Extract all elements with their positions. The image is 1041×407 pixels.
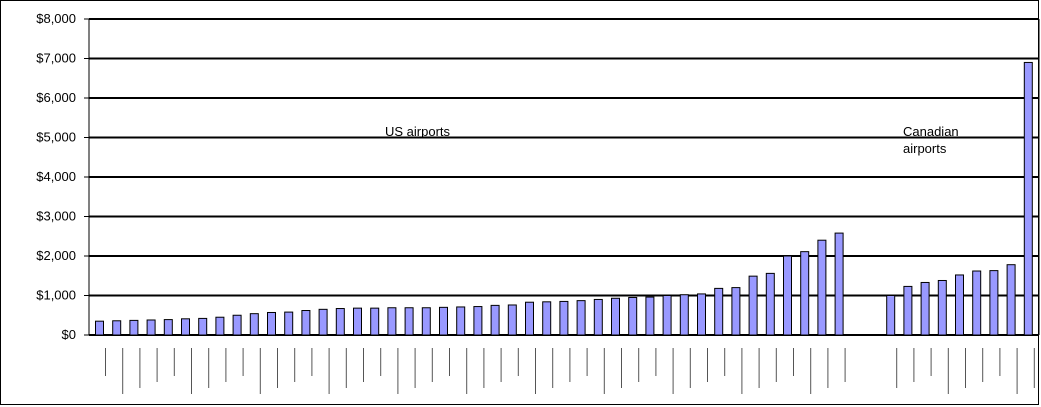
bar-us-airport: [215, 316, 225, 336]
bar-us-airport: [731, 287, 741, 336]
bar-canadian-airport: [937, 279, 947, 336]
y-tick-label: $6,000: [36, 90, 76, 105]
bar-canadian-airport: [955, 274, 964, 336]
bar-us-airport: [404, 307, 414, 336]
bar-us-airport: [817, 239, 827, 336]
bar-us-airport: [353, 307, 362, 336]
bar-us-airport: [765, 272, 775, 336]
bar-us-airport: [387, 307, 397, 336]
y-tick-label: $5,000: [36, 130, 76, 145]
bar-us-airport: [507, 304, 517, 336]
y-tick-label: $2,000: [36, 248, 76, 263]
bar-us-airport: [284, 311, 294, 336]
bar-canadian-airport: [1006, 264, 1016, 336]
bar-us-airport: [318, 308, 328, 336]
annotations: US airports Canadian airports: [385, 124, 959, 156]
bar-canadian-airport: [989, 270, 999, 336]
bar-us-airport: [576, 300, 586, 336]
bar-us-airport: [800, 251, 810, 336]
bar-us-airport: [232, 314, 242, 336]
bar-us-airport: [370, 307, 380, 336]
bar-canadian-airport: [1023, 61, 1033, 336]
y-tick-label: $4,000: [36, 169, 76, 184]
x-tick-labels: [105, 348, 1035, 394]
bar-us-airport: [421, 307, 431, 336]
bars: [95, 61, 1033, 336]
bar-canadian-airport: [903, 285, 913, 336]
bar-us-airport: [748, 275, 758, 336]
bar-us-airport: [628, 296, 638, 336]
bar-us-airport: [335, 308, 345, 336]
y-axis: $0 $1,000 $2,000 $3,000 $4,000 $5,000 $6,000 $7…: [36, 11, 90, 342]
bar-us-airport: [129, 319, 139, 336]
bar-us-airport: [525, 301, 534, 336]
bar-us-airport: [679, 294, 689, 336]
bar-us-airport: [593, 298, 603, 336]
bar-us-airport: [490, 304, 500, 336]
y-tick-label: $1,000: [36, 288, 76, 303]
bar-us-airport: [267, 311, 276, 336]
bar-us-airport: [181, 318, 190, 336]
bar-us-airport: [542, 301, 552, 336]
bar-us-airport: [662, 295, 672, 336]
bar-us-airport: [559, 300, 569, 336]
y-tick-label: $8,000: [36, 11, 76, 26]
bar-us-airport: [163, 319, 173, 336]
bar-us-airport: [645, 296, 655, 336]
bar-us-airport: [473, 306, 483, 336]
bar-us-airport: [611, 297, 620, 336]
bar-canadian-airport: [886, 295, 896, 336]
bar-us-airport: [301, 310, 311, 336]
bar-us-airport: [112, 320, 122, 336]
bar-us-airport: [456, 306, 466, 336]
y-tick-label: $7,000: [36, 51, 76, 66]
bar-canadian-airport: [972, 270, 982, 336]
bar-us-airport: [697, 293, 706, 336]
annotation-us-airports: US airports: [385, 124, 451, 139]
bar-us-airport: [198, 317, 208, 336]
bar-canadian-airport: [920, 281, 930, 336]
bar-us-airport: [834, 232, 844, 336]
y-tick-label: $0: [62, 327, 76, 342]
bar-us-airport: [714, 287, 724, 336]
gridlines: [89, 18, 1039, 336]
bar-us-airport: [783, 255, 792, 336]
bar-us-airport: [95, 320, 104, 336]
annotation-canadian-airports: Canadian airports: [903, 124, 959, 156]
bar-us-airport: [439, 306, 448, 336]
bar-us-airport: [249, 313, 259, 336]
bar-us-airport: [146, 319, 156, 336]
y-tick-label: $3,000: [36, 209, 76, 224]
